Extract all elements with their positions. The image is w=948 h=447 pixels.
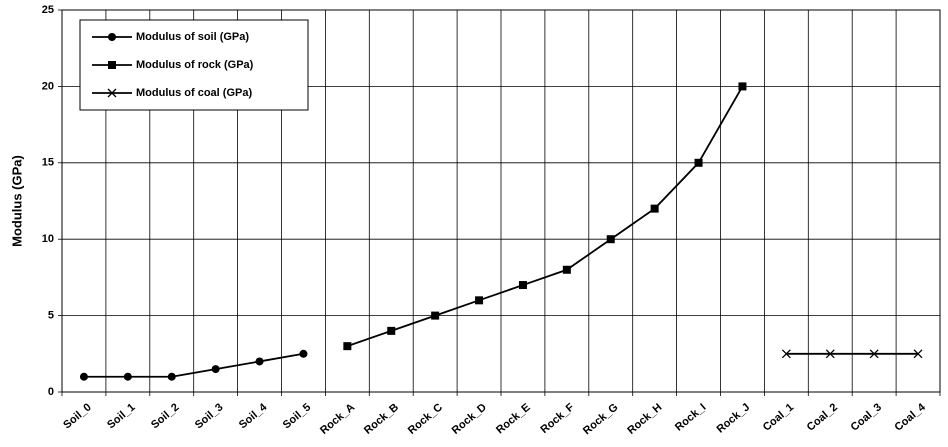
marker [781,349,791,359]
plot-frame [61,9,941,393]
x-tick-label: Rock_I [673,401,708,433]
marker [79,372,88,381]
x-tick-label: Coal_4 [892,401,928,434]
x-tick-label: Soil_4 [237,401,270,432]
x-tick-label: Rock_E [494,401,533,436]
y-axis-label: Modulus (GPa) [9,155,24,247]
marker [518,281,527,290]
x-tick-label: Rock_D [450,401,489,437]
marker [431,311,440,320]
marker [299,349,308,358]
marker [606,235,615,244]
x-tick-label: Soil_1 [105,401,138,431]
x-tick-label: Rock_G [581,401,621,437]
marker [255,357,264,366]
marker [123,372,132,381]
x-tick-label: Coal_2 [805,401,840,433]
x-tick-label: Rock_B [362,401,401,437]
marker [913,349,923,359]
legend-marker [108,33,116,41]
y-tick-label: 15 [42,157,54,169]
marker [694,158,703,167]
marker [562,265,571,274]
x-tick-label: Rock_C [406,401,445,437]
x-tick-label: Soil_3 [193,401,226,431]
legend-label: Modulus of soil (GPa) [136,31,249,43]
x-tick-label: Rock_J [715,401,753,435]
marker [343,342,352,351]
y-tick-label: 10 [42,233,54,245]
x-tick-label: Rock_H [625,401,664,437]
y-tick-label: 0 [48,386,54,398]
x-tick-label: Coal_3 [849,401,884,433]
legend-label: Modulus of coal (GPa) [136,87,252,99]
y-tick-label: 20 [42,80,54,92]
legend-label: Modulus of rock (GPa) [136,59,254,71]
y-tick-label: 5 [48,310,54,322]
marker [738,82,747,91]
x-tick-label: Coal_1 [761,401,796,433]
x-tick-label: Soil_0 [61,401,94,431]
series-line [83,352,304,378]
legend-marker [108,61,116,69]
marker [167,372,176,381]
marker [475,296,484,305]
x-tick-label: Soil_5 [281,401,314,431]
y-tick-label: 25 [42,4,54,16]
marker [650,204,659,213]
x-tick-label: Soil_2 [149,401,182,431]
marker [825,349,835,359]
marker [211,365,220,374]
marker [869,349,879,359]
series-line [347,85,744,348]
x-tick-label: Rock_F [538,401,576,436]
marker [387,326,396,335]
legend: Modulus of soil (GPa) Modulus of rock (GP… [79,19,309,111]
legend-marker [107,88,117,98]
x-tick-label: Rock_A [318,401,357,437]
